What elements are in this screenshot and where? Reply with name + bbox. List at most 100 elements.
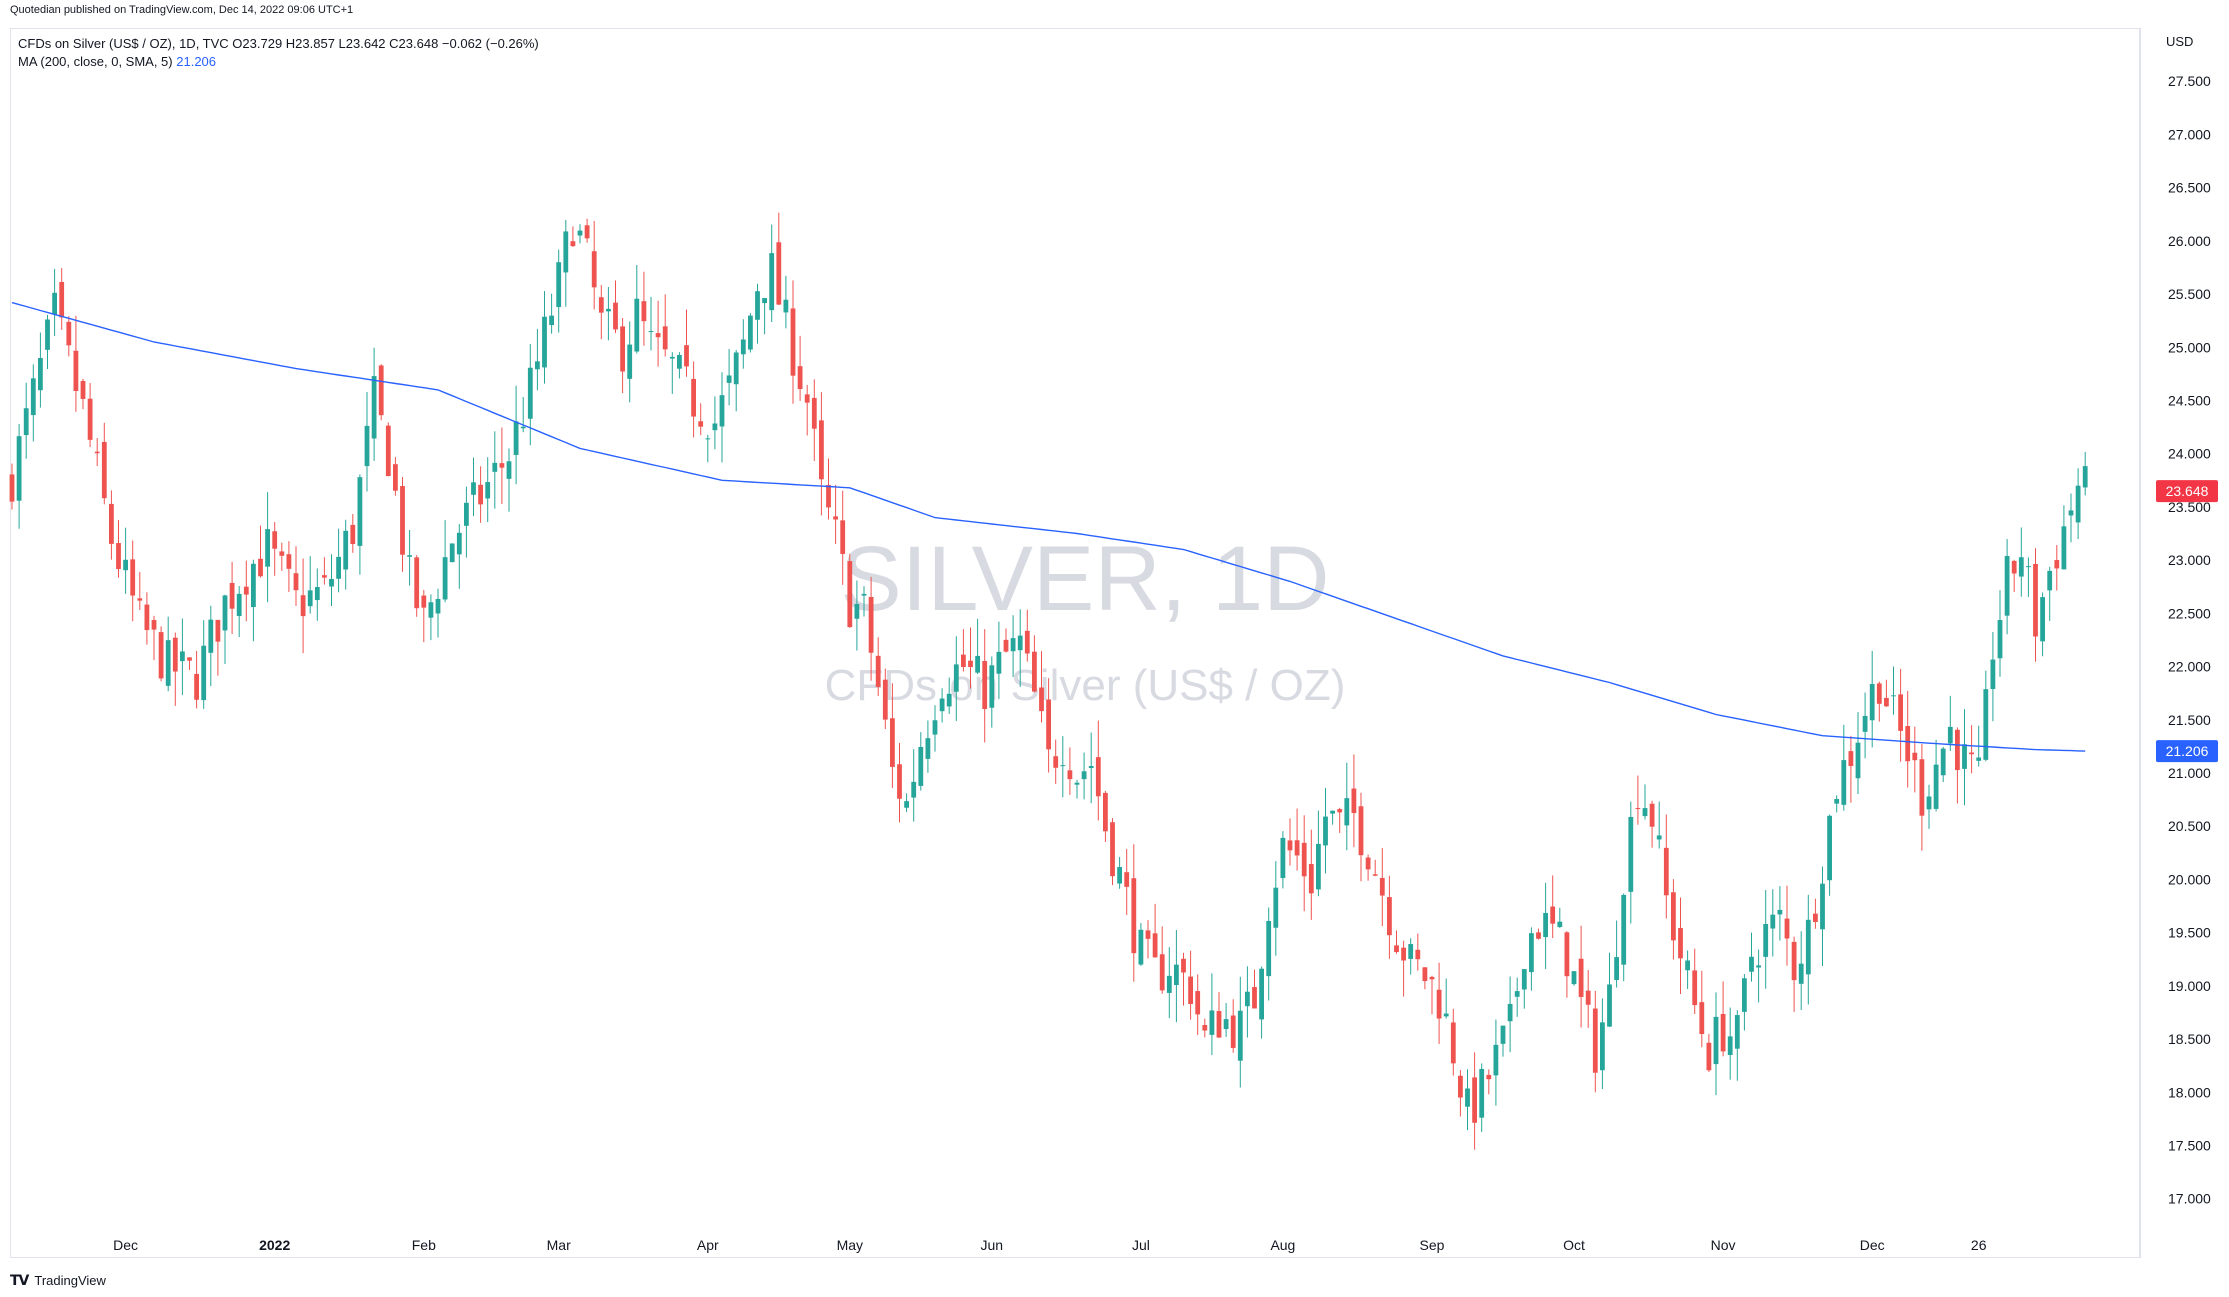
- ma-value-badge-value: 21.206: [2166, 743, 2209, 759]
- candle-down: [229, 582, 235, 609]
- candle-down: [1372, 874, 1378, 876]
- candle-down: [1706, 1042, 1712, 1071]
- footer-brand: 𝗧𝗩 TradingView: [10, 1272, 106, 1289]
- candle-up: [1770, 914, 1776, 929]
- candle-up: [946, 693, 952, 707]
- candle-up: [925, 738, 931, 759]
- price-axis[interactable]: 17.000 17.500 18.000 18.500 19.000 19.500 20.0…: [2168, 73, 2211, 1207]
- candle-down: [2011, 560, 2017, 574]
- candle-up: [783, 299, 789, 313]
- candle-up: [2004, 556, 2010, 616]
- candle-up: [1529, 933, 1534, 973]
- candle-up: [1323, 816, 1328, 846]
- instrument-legend: CFDs on Silver (US$ / OZ), 1D, TVC O23.7…: [18, 36, 539, 51]
- candle-down: [272, 531, 278, 549]
- candle-up: [648, 331, 654, 333]
- candle-down: [1912, 752, 1918, 761]
- candle-down: [662, 326, 668, 350]
- candle-up: [669, 356, 675, 359]
- candle-up: [1316, 843, 1321, 890]
- x-tick-label: Jun: [981, 1237, 1004, 1253]
- candle-down: [655, 333, 661, 338]
- candle-up: [1869, 683, 1875, 721]
- candle-up: [236, 593, 242, 617]
- candle-down: [882, 679, 888, 720]
- candle-up: [1947, 726, 1953, 744]
- candle-down: [499, 463, 505, 468]
- candle-down: [172, 637, 178, 672]
- candle-up: [2075, 485, 2081, 523]
- candle-up: [1600, 1022, 1605, 1071]
- candle-down: [1486, 1074, 1492, 1080]
- ma-value-badge-background: [2156, 740, 2218, 763]
- candle-up: [1500, 1025, 1506, 1044]
- candle-down: [1699, 1002, 1705, 1035]
- y-tick-label: 21.000: [2168, 765, 2211, 781]
- candle-down: [151, 619, 157, 630]
- x-tick-label: Feb: [412, 1237, 436, 1253]
- candle-up: [201, 645, 207, 701]
- candle-up: [854, 603, 860, 619]
- candle-down: [1898, 694, 1903, 731]
- candle-up: [1614, 957, 1619, 980]
- candle-down: [890, 718, 895, 767]
- candle-down: [1536, 932, 1541, 939]
- candle-down: [1046, 699, 1051, 750]
- candle-up: [755, 291, 760, 320]
- candle-up: [265, 529, 270, 567]
- candle-up: [2082, 466, 2088, 488]
- candle-up: [762, 298, 767, 304]
- candle-up: [1983, 689, 1989, 760]
- candle-down: [243, 586, 249, 595]
- x-tick-label: Dec: [113, 1237, 138, 1253]
- candle-down: [1003, 639, 1009, 652]
- candle-up: [1507, 1003, 1513, 1022]
- candle-up: [634, 298, 640, 352]
- candle-up: [1088, 765, 1094, 769]
- watermark-line2: CFDs on Silver (US$ / OZ): [825, 661, 1346, 710]
- candle-down: [1876, 683, 1882, 704]
- x-tick-label: May: [837, 1237, 863, 1253]
- candle-down: [1394, 945, 1399, 953]
- candle-down: [620, 326, 625, 372]
- candle-down: [819, 420, 824, 480]
- candle-down: [868, 596, 874, 653]
- candle-down: [1294, 840, 1300, 856]
- ma-legend-label: MA (200, close, 0, SMA, 5): [18, 54, 173, 69]
- price-badges: 23.648 21.206: [2156, 480, 2218, 763]
- candle-up: [1841, 760, 1847, 805]
- candle-up: [1174, 964, 1179, 986]
- tradingview-logo-icon: 𝗧𝗩: [10, 1272, 29, 1288]
- candle-up: [251, 563, 256, 608]
- candle-up: [542, 316, 547, 368]
- candle-down: [215, 619, 221, 642]
- candle-down: [1692, 970, 1698, 1006]
- candle-up: [1756, 965, 1761, 968]
- candle-up: [535, 361, 540, 370]
- candle-down: [1358, 806, 1364, 856]
- candle-up: [556, 262, 562, 308]
- candle-up: [1543, 912, 1548, 938]
- candle-down: [1663, 847, 1669, 896]
- candle-down: [194, 673, 199, 700]
- candle-up: [726, 375, 732, 383]
- candle-down: [1095, 757, 1101, 797]
- candle-up: [549, 315, 554, 326]
- candle-up: [464, 502, 469, 526]
- candle-down: [1884, 697, 1889, 707]
- candle-up: [2018, 557, 2024, 577]
- candle-up: [1117, 867, 1122, 884]
- candle-up: [1990, 659, 1996, 690]
- candle-up: [1245, 991, 1250, 1007]
- y-tick-label: 17.000: [2168, 1191, 2211, 1207]
- candle-down: [1585, 990, 1591, 1005]
- time-axis[interactable]: Dec 2022 Feb Mar Apr May Jun Jul Aug Sep Oct Nov Dec…: [113, 1237, 1987, 1253]
- candle-down: [1053, 756, 1059, 768]
- candle-down: [1720, 1013, 1726, 1052]
- price-axis-separator: [2140, 28, 2141, 1258]
- candle-up: [1926, 796, 1932, 810]
- candle-up: [1138, 929, 1144, 965]
- candle-down: [776, 242, 782, 305]
- candle-up: [2068, 510, 2074, 516]
